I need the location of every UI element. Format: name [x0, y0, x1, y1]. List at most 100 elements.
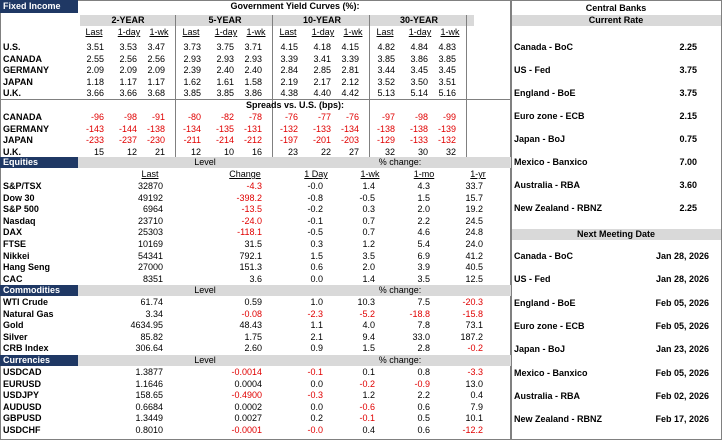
cell-value: -132 [437, 135, 456, 146]
cell-value: 2.09 [86, 65, 104, 76]
bank-name: Australia - RBA [514, 390, 581, 401]
cell-value: -214 [215, 135, 234, 146]
table-heading: % change: [378, 285, 422, 295]
cell-value: 0.7 [362, 215, 375, 226]
cell-value: 8351 [142, 273, 163, 284]
cell-value: 1.18 [86, 76, 104, 87]
meeting-date: Feb 05, 2026 [655, 367, 709, 378]
cell-value: 0.59 [244, 297, 262, 307]
cell-value: -0.9 [414, 378, 430, 389]
table-heading: Spreads vs. U.S. (bps): [245, 100, 345, 110]
row-label: DAX [3, 227, 23, 238]
cell-value: 5.16 [438, 88, 456, 99]
cell-value: 0.0 [310, 273, 323, 284]
cell-value: 3.66 [86, 88, 104, 99]
cell-value: 7.5 [417, 297, 430, 307]
cell-value: 2.1 [310, 331, 323, 342]
cell-value: 1.0 [310, 297, 323, 307]
cell-value: 0.0027 [234, 413, 262, 424]
cell-value: 2.56 [119, 53, 137, 64]
cell-value: 7.9 [470, 401, 483, 412]
cell-value: 2.2 [417, 215, 430, 226]
cell-value: 2.8 [417, 343, 430, 354]
cell-value: 2.93 [244, 53, 262, 64]
cell-value: 2.17 [313, 76, 331, 87]
bank-rate: 2.25 [679, 42, 697, 52]
cell-value: 2.93 [183, 53, 201, 64]
cell-value: 3.71 [244, 42, 262, 52]
cell-value: 4.38 [280, 88, 298, 99]
cell-value: 0.4 [470, 390, 483, 401]
column-label: 1-day [117, 27, 141, 37]
cell-value: 0.0002 [234, 401, 262, 412]
table-heading: Level [194, 157, 216, 167]
cell-value: 24.0 [465, 239, 483, 249]
tenor-label: 2-YEAR [111, 15, 145, 25]
cell-value: 4.6 [417, 227, 430, 238]
cell-value: 0.6 [417, 425, 430, 435]
cell-value: 22 [320, 146, 331, 157]
cell-value: 6.9 [417, 250, 430, 261]
cell-value: 33.7 [465, 181, 483, 191]
row-label: Gold [3, 320, 24, 331]
cell-value: -82 [220, 112, 234, 122]
table-heading: Current Rate [588, 15, 644, 25]
meeting-date: Feb 05, 2026 [655, 297, 709, 308]
meeting-date: Jan 23, 2026 [655, 344, 709, 355]
cell-value: 5.13 [377, 88, 395, 99]
cell-value: -139 [437, 123, 456, 134]
cell-value: 2.12 [341, 76, 359, 87]
cell-value: 24.5 [465, 215, 483, 226]
tenor-band [80, 15, 474, 26]
cell-value: 25303 [137, 227, 163, 238]
cell-value: 24.8 [465, 227, 483, 238]
cell-value: -197 [279, 135, 298, 146]
cell-value: -99 [442, 112, 456, 122]
heading-band [512, 15, 721, 26]
cell-value: 4.15 [341, 42, 359, 52]
section-title: Fixed Income [3, 1, 61, 11]
cell-value: 3.50 [410, 76, 428, 87]
row-label: JAPAN [3, 76, 33, 87]
cell-value: -2.3 [307, 308, 323, 319]
cell-value: 13.0 [465, 378, 483, 389]
cell-value: 3.75 [216, 42, 234, 52]
column-label: Last [279, 27, 297, 37]
section-title-bg [0, 0, 78, 13]
column-label: 1-yr [470, 169, 486, 179]
column-label: 1-day [408, 27, 432, 37]
cell-value: 32 [445, 146, 456, 157]
bank-rate: 7.00 [679, 157, 697, 167]
cell-value: 3.47 [147, 42, 165, 52]
column-label: 1-wk [360, 169, 380, 179]
cell-value: 2.84 [280, 65, 298, 76]
cell-value: 30 [417, 146, 428, 157]
heading-band [512, 229, 721, 240]
cell-value: -237 [118, 135, 137, 146]
cell-value: -138 [409, 123, 428, 134]
cell-value: 3.86 [410, 53, 428, 64]
cell-value: 4.0 [362, 320, 375, 331]
cell-value: 5.4 [417, 239, 430, 249]
cell-value: 1.4 [362, 181, 375, 191]
cell-value: -98 [414, 112, 428, 122]
cell-value: -230 [146, 135, 165, 146]
cell-value: -18.8 [409, 308, 430, 319]
cell-value: -80 [187, 112, 201, 122]
row-label: U.K. [3, 146, 21, 157]
cell-value: 1.17 [119, 76, 137, 87]
cell-value: 3.51 [86, 42, 104, 52]
cell-value: 1.2 [362, 390, 375, 401]
cell-value: -0.5 [359, 192, 375, 203]
cell-value: 3.5 [417, 273, 430, 284]
bank-rate: 2.25 [679, 203, 697, 213]
cell-value: 2.0 [417, 204, 430, 215]
cell-value: -0.0001 [231, 425, 262, 435]
cell-value: 2.93 [216, 53, 234, 64]
cell-value: 3.9 [417, 262, 430, 273]
row-label: CRB Index [3, 343, 49, 354]
cell-value: 3.52 [377, 76, 395, 87]
row-label: Silver [3, 331, 28, 342]
cell-value: -211 [183, 135, 201, 146]
meeting-date: Feb 05, 2026 [655, 320, 709, 331]
